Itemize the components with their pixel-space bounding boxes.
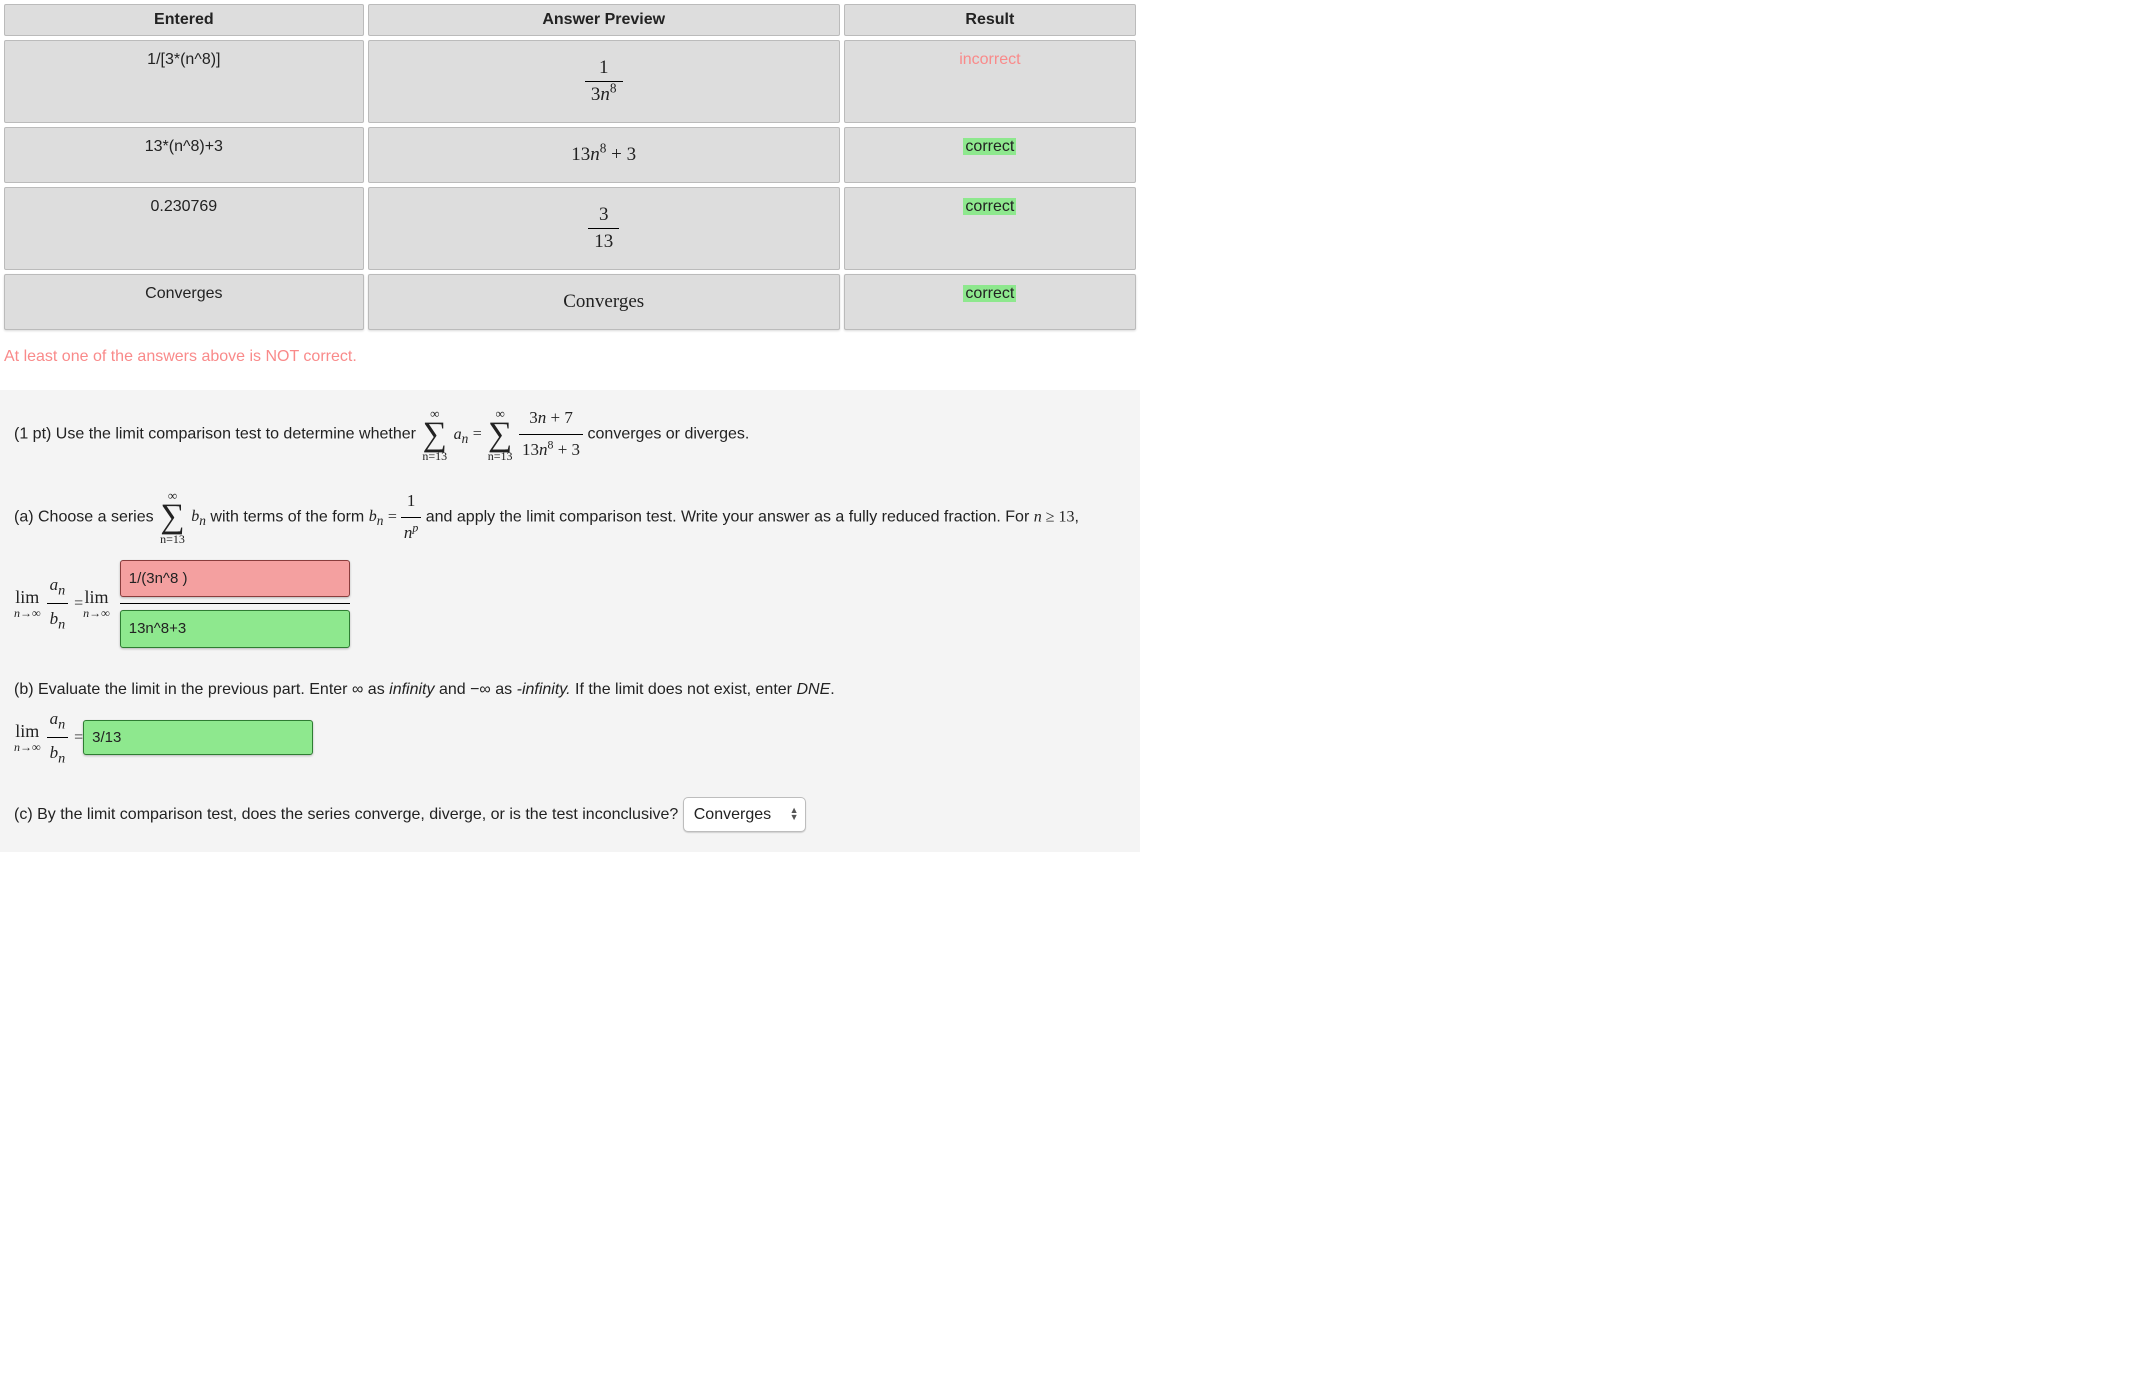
warning-text: At least one of the answers above is NOT… [4, 348, 1140, 366]
part-b-limit-row: lim n→∞ an bn = 3/13 [14, 705, 1126, 771]
cell-preview: Converges [368, 274, 840, 330]
sigma-an: ∞∑n=13 [422, 407, 447, 463]
problem-intro: (1 pt) Use the limit comparison test to … [14, 404, 1126, 465]
table-row: ConvergesConvergescorrect [4, 274, 1136, 330]
answer-a-numerator[interactable]: 1/(3n^8 ) [120, 560, 350, 598]
an-symbol: an [454, 426, 469, 443]
table-header-row: Entered Answer Preview Result [4, 4, 1136, 36]
equals-2: = [388, 508, 401, 525]
n-ge-13: n ≥ 13 [1034, 508, 1075, 525]
equals-3: = [74, 590, 83, 617]
bn-symbol: bn [191, 508, 206, 525]
lim-1: lim n→∞ [14, 588, 41, 619]
convergence-select[interactable]: Converges ▲▼ [683, 797, 806, 832]
dne-word: DNE [796, 681, 830, 698]
cell-entered: Converges [4, 274, 364, 330]
ratio-frac-2: an bn [47, 705, 69, 771]
select-value: Converges [694, 806, 771, 823]
cell-result: correct [844, 127, 1136, 183]
lim-2: lim n→∞ [83, 588, 110, 619]
problem-box: (1 pt) Use the limit comparison test to … [0, 390, 1140, 852]
part-a-limit-row: lim n→∞ an bn = lim n→∞ 1/(3n^8 ) 13n^8+… [14, 558, 1126, 650]
table-row: 13*(n^8)+313n8 + 3correct [4, 127, 1136, 183]
equals-4: = [74, 724, 83, 751]
header-entered: Entered [4, 4, 364, 36]
lim-3: lim n→∞ [14, 722, 41, 753]
part-b-mid: and −∞ as [435, 681, 517, 698]
updown-icon: ▲▼ [790, 807, 799, 821]
results-tbody: 1/[3*(n^8)]13n8incorrect13*(n^8)+313n8 +… [4, 40, 1136, 330]
answer-b[interactable]: 3/13 [83, 720, 313, 756]
cell-preview: 313 [368, 187, 840, 270]
part-a-end: , [1075, 508, 1079, 525]
part-c-row: (c) By the limit comparison test, does t… [14, 797, 1126, 832]
results-table: Entered Answer Preview Result 1/[3*(n^8)… [0, 0, 1140, 334]
cell-preview: 13n8 + 3 [368, 127, 840, 183]
part-b-before: (b) Evaluate the limit in the previous p… [14, 681, 389, 698]
table-row: 0.230769313correct [4, 187, 1136, 270]
cell-result: correct [844, 274, 1136, 330]
intro-before: (1 pt) Use the limit comparison test to … [14, 426, 420, 443]
part-a-before: (a) Choose a series [14, 508, 158, 525]
cell-result: correct [844, 187, 1136, 270]
bn-form-frac: 1 np [401, 487, 421, 548]
ratio-frac-1: an bn [47, 571, 69, 637]
cell-result: incorrect [844, 40, 1136, 123]
part-a-text: (a) Choose a series ∞∑n=13 bn with terms… [14, 487, 1126, 548]
equals-1: = [473, 426, 486, 443]
bn-symbol-2: bn [369, 508, 384, 525]
neg-infinity-word: -infinity. [517, 681, 571, 698]
part-a-mid: with terms of the form [210, 508, 368, 525]
sigma-series: ∞∑n=13 [488, 407, 513, 463]
sigma-bn: ∞∑n=13 [160, 489, 185, 545]
cell-entered: 0.230769 [4, 187, 364, 270]
header-result: Result [844, 4, 1136, 36]
answer-a-denominator[interactable]: 13n^8+3 [120, 610, 350, 648]
cell-entered: 13*(n^8)+3 [4, 127, 364, 183]
infinity-word: infinity [389, 681, 434, 698]
header-preview: Answer Preview [368, 4, 840, 36]
part-b-after: If the limit does not exist, enter [571, 681, 797, 698]
table-row: 1/[3*(n^8)]13n8incorrect [4, 40, 1136, 123]
cell-preview: 13n8 [368, 40, 840, 123]
part-b-text: (b) Evaluate the limit in the previous p… [14, 676, 1126, 703]
intro-after: converges or diverges. [588, 426, 750, 443]
part-c-text: (c) By the limit comparison test, does t… [14, 806, 678, 823]
series-fraction: 3n + 7 13n8 + 3 [519, 404, 583, 465]
part-a-after: and apply the limit comparison test. Wri… [426, 508, 1034, 525]
answer-a-fraction: 1/(3n^8 ) 13n^8+3 [120, 558, 350, 650]
cell-entered: 1/[3*(n^8)] [4, 40, 364, 123]
